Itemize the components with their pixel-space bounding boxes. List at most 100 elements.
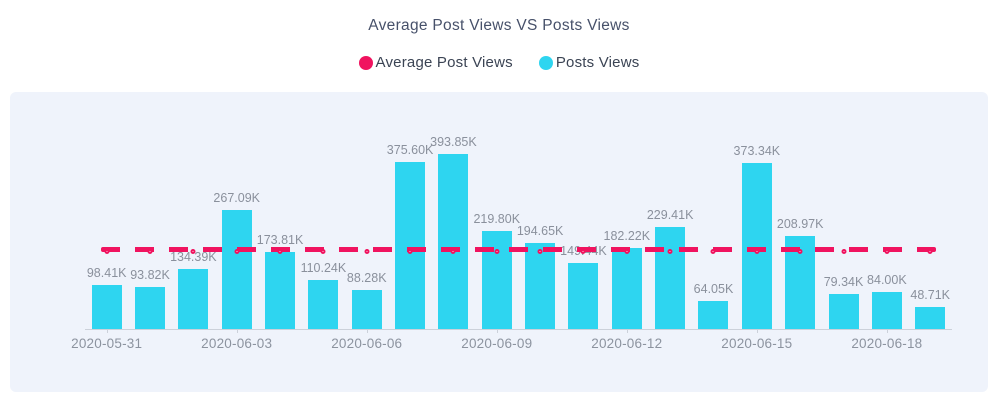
bar[interactable] [611,248,642,329]
bar-slot: 88.28K 2020-06-06 [331,92,402,351]
bar-slot: 182.22K 2020-06-12 [591,92,662,351]
average-line [100,247,937,252]
x-axis-tick-label: 2020-06-06 [331,336,403,351]
bar-slot: 79.34K [822,92,865,329]
average-line-marker-icon [277,249,283,254]
bar[interactable] [828,294,859,329]
average-line-marker-icon [234,249,240,254]
bar-value-label: 48.71K [910,288,951,302]
bar-value-label: 393.85K [430,135,477,149]
bar-slot: 48.71K [909,92,952,329]
bar-slot: 373.34K 2020-06-15 [721,92,792,351]
average-line-marker-icon [797,249,803,254]
average-line-marker-icon [841,249,847,254]
x-axis-tick [106,329,108,333]
bar[interactable] [871,292,902,329]
chart-legend: Average Post Views Posts Views [0,54,998,71]
legend-item-posts-views[interactable]: Posts Views [538,54,640,71]
x-axis-tick-label: 2020-06-12 [591,336,663,351]
x-axis-tick-label: 2020-06-03 [201,336,273,351]
bar-value-label: 98.41K [86,266,127,280]
x-axis-tick [366,329,368,333]
bar[interactable] [395,162,426,329]
bar[interactable] [135,287,166,329]
bar[interactable] [308,280,339,329]
bar-slot: 219.80K 2020-06-09 [461,92,532,351]
bar-slot: 173.81K [256,92,304,329]
bar[interactable] [91,285,122,329]
plot-area: 98.41K 2020-05-31 93.82K 134.39K 267.09K 2020… [71,92,952,351]
average-line-marker-icon [104,249,110,254]
average-line-marker-icon [364,249,370,254]
bar-value-label: 373.34K [733,144,781,158]
bar-value-label: 173.81K [256,233,304,247]
bar-slot: 149.44K [560,92,607,329]
average-line-marker-icon [494,249,500,254]
bar-slot: 375.60K [386,92,434,329]
average-line-marker-icon [710,249,716,254]
bar-value-label: 110.24K [300,261,347,275]
average-line-marker-icon [667,249,673,254]
bar-slot: 93.82K [128,92,171,329]
x-axis-tick [886,329,888,333]
average-line-marker-icon [624,249,630,254]
bar[interactable] [221,210,252,329]
x-axis-tick [236,329,238,333]
bar-slot: 194.65K [516,92,564,329]
bar-value-label: 79.34K [823,275,864,289]
x-axis-tick-label: 2020-06-18 [851,336,923,351]
legend-label: Posts Views [555,54,640,71]
bar[interactable] [351,290,382,329]
average-line-marker-icon [190,249,196,254]
bar[interactable] [265,252,296,329]
chart-panel: 98.41K 2020-05-31 93.82K 134.39K 267.09K 2020… [10,92,988,392]
bar-slot: 229.41K [646,92,694,329]
bar[interactable] [525,243,556,329]
bar-value-label: 88.28K [346,271,387,285]
x-axis-tick [626,329,628,333]
bar-value-label: 134.39K [170,250,217,264]
bar-value-label: 93.82K [130,268,170,282]
bar-slot: 84.00K 2020-06-18 [851,92,922,351]
bar-slot: 393.85K [430,92,477,329]
bar-value-label: 182.22K [603,229,651,243]
bar-value-label: 229.41K [646,208,694,222]
x-axis-tick-label: 2020-05-31 [71,336,143,351]
bar[interactable] [178,269,209,329]
x-axis-tick-label: 2020-06-09 [461,336,533,351]
legend-dot-pink-icon [358,55,373,70]
average-line-marker-icon [884,249,890,254]
bar-value-label: 375.60K [386,143,434,157]
x-axis-tick [496,329,498,333]
bar-value-label: 267.09K [213,191,260,205]
bar[interactable] [915,307,946,329]
bar[interactable] [568,263,599,329]
bar[interactable] [438,154,469,329]
bar-slot: 64.05K [692,92,735,329]
legend-item-average-post-views[interactable]: Average Post Views [358,54,513,71]
average-line-marker-icon [450,249,456,254]
bar-value-label: 194.65K [516,224,564,238]
bar[interactable] [481,231,512,329]
x-axis-tick [756,329,758,333]
bar-slot: 134.39K [170,92,217,329]
bars-container: 98.41K 2020-05-31 93.82K 134.39K 267.09K 2020… [71,92,952,351]
average-line-marker-icon [320,249,326,254]
bar[interactable] [698,301,729,329]
average-line-marker-icon [754,249,760,254]
bar-slot: 267.09K 2020-06-03 [201,92,272,351]
bar-slot: 98.41K 2020-05-31 [71,92,142,351]
average-line-marker-icon [147,249,153,254]
bar[interactable] [655,227,686,329]
bar-slot: 208.97K [777,92,823,329]
bar-value-label: 64.05K [693,282,734,296]
legend-dot-cyan-icon [538,55,553,70]
bar-value-label: 84.00K [867,273,907,287]
bar[interactable] [741,163,772,329]
legend-label: Average Post Views [375,54,513,71]
bar-slot: 110.24K [300,92,347,329]
x-axis-tick-label: 2020-06-15 [721,336,793,351]
average-line-marker-icon [537,249,543,254]
average-line-marker-icon [580,249,586,254]
